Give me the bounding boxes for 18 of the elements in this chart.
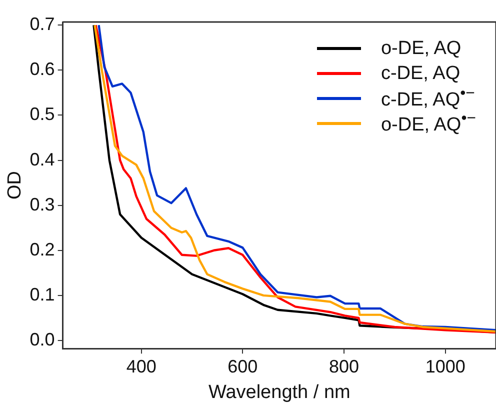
- y-tick-label: 0.3: [30, 194, 55, 214]
- y-tick-label: 0.7: [30, 14, 55, 34]
- x-axis-title: Wavelength / nm: [208, 382, 350, 403]
- y-tick-label: 0.2: [30, 239, 55, 260]
- legend-label: o-DE, AQ: [380, 38, 462, 60]
- x-tick-label: 1000: [425, 356, 466, 376]
- y-axis-title: OD: [4, 171, 26, 200]
- y-tick-label: 0.0: [30, 329, 55, 350]
- legend-label: c-DE, AQ: [380, 62, 460, 84]
- y-tick-label: 0.4: [30, 149, 55, 170]
- legend-label: c-DE, AQ$^{•−}$: [380, 85, 475, 112]
- x-tick-label: 400: [126, 356, 156, 376]
- x-tick-label: 800: [328, 356, 360, 376]
- y-tick-label: 0.1: [30, 284, 55, 304]
- y-tick-label: 0.6: [30, 59, 55, 80]
- legend-label: o-DE, AQ$^{•−}$: [380, 110, 476, 137]
- x-tick-label: 600: [228, 356, 258, 376]
- y-tick-label: 0.5: [30, 104, 55, 124]
